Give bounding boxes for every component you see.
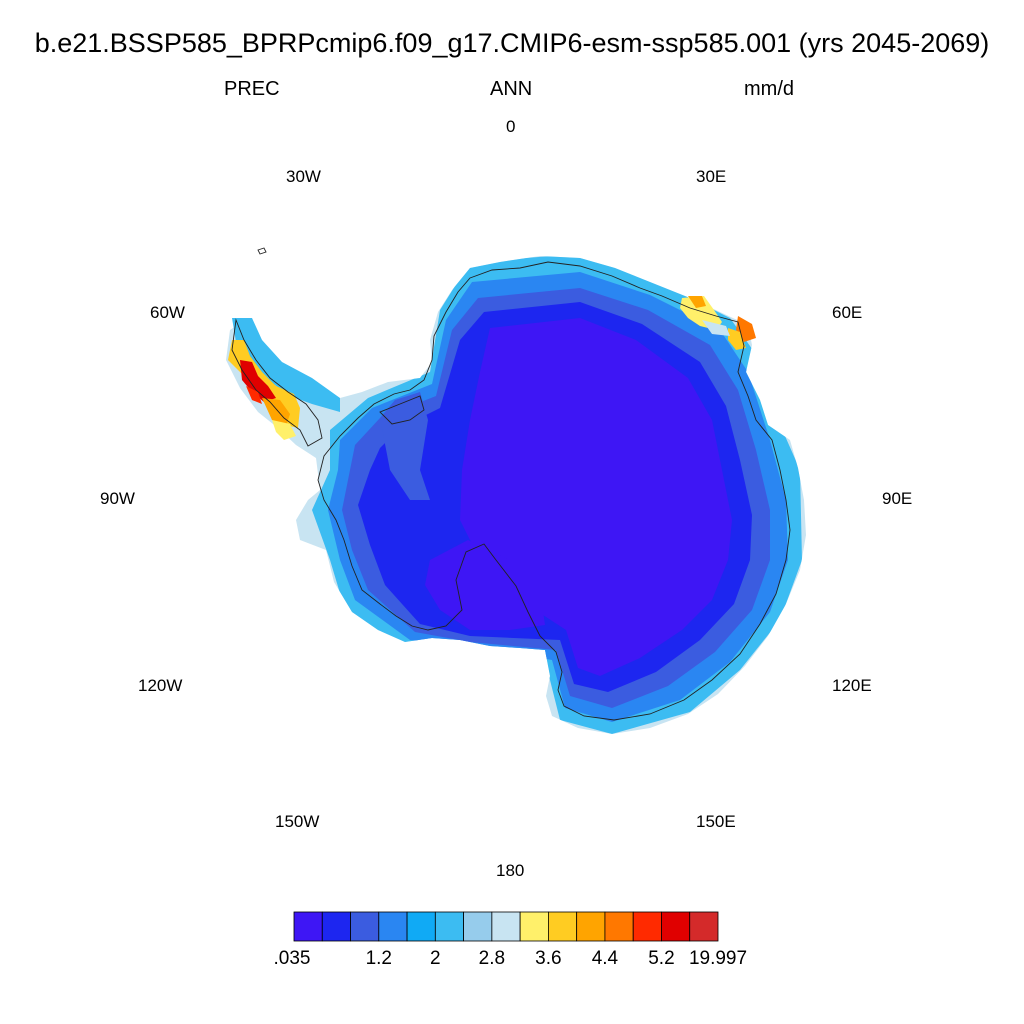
peninsula-red — [240, 360, 276, 402]
colorbar-swatch — [632, 911, 662, 942]
colorbar-swatch — [406, 911, 436, 942]
ross-lowest — [425, 540, 545, 630]
colorbar-swatch — [604, 911, 634, 942]
colorbar-swatch — [350, 911, 380, 942]
lon-label-150w: 150W — [275, 812, 320, 831]
peninsula-field — [228, 318, 340, 440]
colorbar-swatch — [548, 911, 578, 942]
coastline-main — [317, 261, 791, 721]
colorbar-tick-label: 5.2 — [648, 948, 675, 969]
plot-title: b.e21.BSSP585_BPRPcmip6.f09_g17.CMIP6-es… — [34, 28, 990, 58]
colorbar-swatch — [463, 911, 493, 942]
peninsula-yellow — [272, 420, 296, 440]
colorbar-tick-label: 19.997 — [688, 948, 748, 969]
coastline-island — [257, 247, 267, 255]
colorbar-swatch — [576, 911, 606, 942]
colorbar-tick-label: 1.2 — [365, 948, 393, 969]
peninsula-base — [232, 318, 340, 412]
coastline-peninsula — [231, 318, 323, 447]
colorbar-swatch — [321, 911, 351, 942]
coastlines — [231, 247, 791, 721]
colorbar-swatch — [293, 911, 323, 942]
colorbar-tick-label: 2.8 — [478, 948, 506, 969]
peninsula-red2 — [246, 386, 262, 404]
coast60e-orange — [688, 296, 706, 308]
colorbar-swatch — [661, 911, 691, 942]
colorbar-tick-label: .035 — [273, 948, 311, 969]
lon-label-120w: 120W — [138, 676, 183, 695]
lon-label-90e: 90E — [882, 489, 913, 508]
colorbar-swatch — [378, 911, 408, 942]
colorbar-swatch — [491, 911, 521, 942]
units-label: mm/d — [744, 78, 794, 100]
season-label: ANN — [490, 78, 533, 100]
colorbar-swatch — [519, 911, 549, 942]
peninsula-orange2 — [262, 398, 290, 426]
iceshelf-weddell — [379, 395, 425, 425]
lon-label-90w: 90W — [100, 489, 135, 508]
lon-label-30e: 30E — [696, 167, 727, 186]
colorbar-tick-label: 3.6 — [535, 948, 562, 969]
lon-label-180: 180 — [496, 861, 525, 880]
lon-label-0: 0 — [506, 117, 516, 136]
colorbar-tick-label: 4.4 — [591, 948, 619, 969]
lon-label-120e: 120E — [832, 676, 872, 695]
variable-label: PREC — [224, 78, 280, 100]
precip-field — [226, 256, 806, 734]
colorbar-tick-label: 2 — [430, 948, 441, 969]
lon-label-60w: 60W — [150, 303, 185, 322]
lon-label-30w: 30W — [286, 167, 321, 186]
colorbar-swatch — [434, 911, 465, 942]
coast60e-gold — [728, 328, 746, 350]
colorbar-swatch — [689, 911, 719, 942]
lon-label-150e: 150E — [696, 812, 736, 831]
coast60e-pale — [702, 320, 730, 336]
weddell-band — [380, 392, 430, 500]
lon-label-60e: 60E — [832, 303, 863, 322]
coast60e-yellow — [680, 296, 722, 330]
